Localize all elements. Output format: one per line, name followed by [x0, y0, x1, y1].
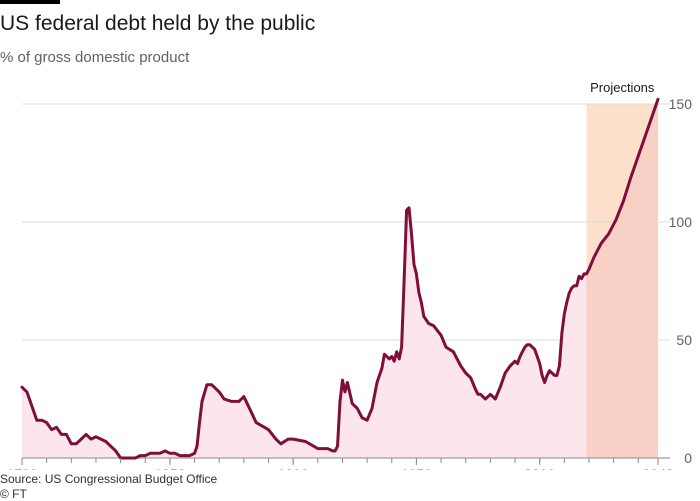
chart-title: US federal debt held by the public [0, 12, 316, 35]
debt-line [20, 97, 660, 460]
x-tick-label: 1900 [278, 466, 309, 470]
chart-canvas: 1790 1850 1900 1950 2000 2048 0 50 100 150 Project… [6, 80, 693, 470]
x-tick-label: 2048 [642, 466, 673, 470]
y-tick-label: 0 [684, 450, 692, 466]
x-tick-label: 1950 [401, 466, 432, 470]
y-tick-label: 50 [676, 332, 692, 348]
y-tick-label: 150 [669, 96, 693, 112]
y-tick-label: 100 [669, 214, 693, 230]
source-note: Source: US Congressional Budget Office [0, 472, 218, 486]
projections-label: Projections [590, 80, 655, 95]
brand-bar [0, 0, 60, 4]
x-tick-label: 1850 [154, 466, 185, 470]
x-tick-label: 2000 [524, 466, 555, 470]
credit-note: © FT [0, 487, 27, 501]
x-tick-label: 1790 [6, 466, 37, 470]
projection-area [586, 99, 658, 458]
chart-subtitle: % of gross domestic product [0, 49, 190, 66]
